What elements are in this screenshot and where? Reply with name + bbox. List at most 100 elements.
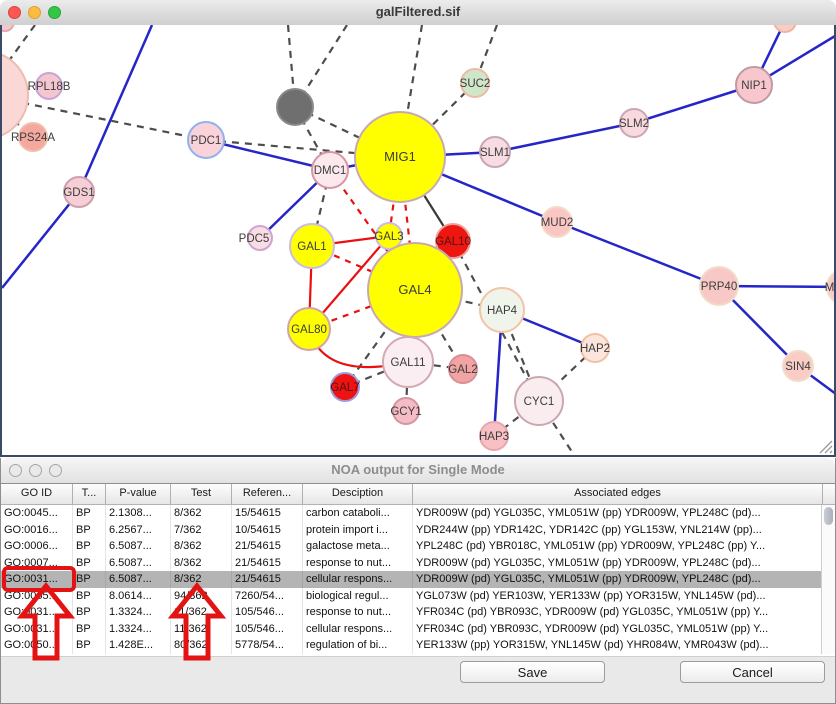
cell-edges: YDR244W (pp) YDR142C, YDR142C (pp) YGL15… [413, 521, 823, 538]
table-row[interactable]: GO:0031... BP 1.3324... 11/362 105/546... res… [1, 604, 835, 621]
node-label-DMC1: DMC1 [314, 165, 347, 177]
node-RPS24A[interactable] [18, 122, 48, 152]
noa-titlebar[interactable]: NOA output for Single Mode [1, 458, 835, 484]
node-SLM1[interactable] [479, 136, 511, 168]
cell-go: GO:0031... [1, 620, 73, 637]
node-label-NIP1: NIP1 [741, 80, 767, 92]
node-MIG1[interactable] [354, 111, 446, 203]
table-row[interactable]: GO:0045... BP 2.1308... 8/362 15/54615 carbon… [1, 505, 835, 522]
column-header-desc[interactable]: Desciption [303, 484, 413, 504]
table-row[interactable]: GO:0007... BP 6.5087... 8/362 21/54615 respon… [1, 554, 835, 571]
cancel-button[interactable]: Cancel [680, 661, 825, 683]
node-GAL1[interactable] [289, 223, 335, 269]
node-SUC2[interactable] [460, 68, 490, 98]
node-label-GAL1: GAL1 [297, 241, 326, 253]
node-RPL18B[interactable] [35, 72, 63, 100]
node-PDC1[interactable] [187, 121, 225, 159]
cell-ref: 21/54615 [232, 554, 303, 571]
node-label-PDC1: PDC1 [191, 135, 222, 147]
minimize-button[interactable] [29, 464, 42, 477]
window-title: galFiltered.sif [375, 4, 461, 19]
edge-pp [494, 121, 635, 154]
node-PRP40[interactable] [699, 266, 739, 306]
minimize-button[interactable] [28, 6, 41, 19]
node-HAP2[interactable] [580, 333, 610, 363]
table-row[interactable]: GO:0031... BP 6.5087... 8/362 21/54615 cellul… [1, 571, 835, 588]
edge-pd [398, 25, 424, 158]
cell-t: BP [73, 554, 106, 571]
node-GAL3[interactable] [375, 222, 403, 250]
node-HAP3[interactable] [479, 421, 509, 451]
node-GAL80[interactable] [287, 307, 331, 351]
column-header-p[interactable]: P-value [106, 484, 171, 504]
edge-pd [493, 400, 540, 437]
node-label-GAL4: GAL4 [398, 282, 431, 297]
network-canvas[interactable]: RPL18B RPS24A GDS1 PDC1 MIG1 SUC2 SLM1 DMC1 SLM2… [0, 25, 836, 457]
column-header-edges[interactable]: Associated edges [413, 484, 823, 504]
cell-test: 94/362 [171, 587, 232, 604]
vertical-scrollbar[interactable] [821, 505, 835, 654]
edge-pp [77, 25, 154, 193]
table-row[interactable]: GO:0016... BP 6.2567... 7/362 10/54615 protei… [1, 521, 835, 538]
node-label-RPL18B: RPL18B [28, 81, 71, 93]
cell-edges: YGL073W (pd) YER103W, YER133W (pp) YOR31… [413, 587, 823, 604]
cell-test: 80/362 [171, 637, 232, 654]
node-HAP4[interactable] [479, 287, 525, 333]
edge-pd [407, 360, 464, 371]
column-header-go[interactable]: GO ID [1, 484, 73, 504]
edge-pp [2, 191, 80, 289]
node-CYC1[interactable] [514, 376, 564, 426]
network-titlebar[interactable]: galFiltered.sif [0, 0, 836, 26]
node-GAL11[interactable] [382, 336, 434, 388]
node-label-GAL10: GAL10 [435, 236, 471, 248]
node-label-GAL3: GAL3 [374, 231, 403, 243]
node-SLM2[interactable] [619, 108, 649, 138]
cell-desc: biological regul... [303, 587, 413, 604]
node-NIP1[interactable] [735, 66, 773, 104]
cell-t: BP [73, 505, 106, 522]
zoom-button[interactable] [49, 464, 62, 477]
cell-p: 6.5087... [106, 538, 171, 555]
node-MSI[interactable] [826, 270, 834, 304]
save-button[interactable]: Save [460, 661, 605, 683]
resize-grip[interactable] [818, 439, 833, 454]
column-header-ref[interactable]: Referen... [232, 484, 303, 504]
node-GAL10[interactable] [435, 223, 471, 259]
cell-edges: YFR034C (pd) YBR093C, YDR009W (pd) YGL03… [413, 604, 823, 621]
cell-test: 7/362 [171, 521, 232, 538]
node-big[interactable] [2, 51, 29, 139]
node-MUD2[interactable] [541, 206, 573, 238]
node-SIN4[interactable] [782, 350, 814, 382]
node-GAL2[interactable] [448, 354, 478, 384]
table-row[interactable]: GO:0065... BP 8.0614... 94/362 7260/54... bio… [1, 587, 835, 604]
node-GAL7[interactable] [330, 372, 360, 402]
edge-pd [2, 97, 207, 142]
node-trsliver[interactable] [773, 25, 797, 33]
table-header[interactable]: GO ID T... P-value Test Referen... Desciption… [1, 484, 835, 505]
cell-go: GO:0045... [1, 505, 73, 522]
zoom-button[interactable] [48, 6, 61, 19]
column-header-t[interactable]: T... [73, 484, 106, 504]
table-row[interactable]: GO:0031... BP 1.3324... 11/362 105/546... cel… [1, 620, 835, 637]
node-label-SIN4: SIN4 [785, 361, 811, 373]
node-GCY1[interactable] [392, 397, 420, 425]
cell-p: 1.3324... [106, 620, 171, 637]
window-title: NOA output for Single Mode [331, 462, 505, 477]
node-tlsliver[interactable] [2, 25, 15, 32]
cell-p: 6.5087... [106, 571, 171, 588]
cell-desc: response to nut... [303, 604, 413, 621]
table-row[interactable]: GO:0006... BP 6.5087... 8/362 21/54615 galact… [1, 538, 835, 555]
cell-test: 8/362 [171, 571, 232, 588]
cell-p: 1.428E... [106, 637, 171, 654]
table-row[interactable]: GO:0050... BP 1.428E... 80/362 5778/54... reg… [1, 637, 835, 654]
column-header-test[interactable]: Test [171, 484, 232, 504]
close-button[interactable] [8, 6, 21, 19]
node-gray[interactable] [276, 88, 314, 126]
cell-t: BP [73, 587, 106, 604]
cell-go: GO:0065... [1, 587, 73, 604]
node-DMC1[interactable] [311, 151, 349, 189]
node-PDC5[interactable] [247, 225, 273, 251]
scrollbar-thumb[interactable] [824, 507, 833, 525]
close-button[interactable] [9, 464, 22, 477]
node-GDS1[interactable] [63, 176, 95, 208]
